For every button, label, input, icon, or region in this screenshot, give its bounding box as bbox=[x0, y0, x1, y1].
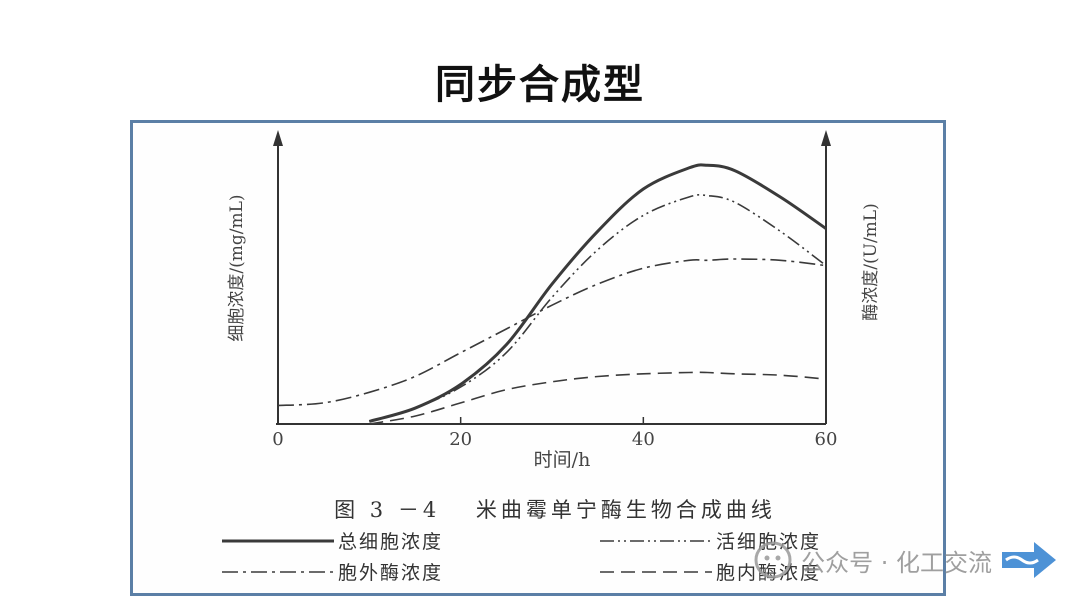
series-line-3 bbox=[277, 258, 827, 407]
slide-title: 同步合成型 bbox=[435, 62, 645, 108]
series-line-2 bbox=[369, 193, 827, 423]
x-tick-label: 20 bbox=[449, 429, 472, 450]
y-axis-label-right: 酶浓度/(U/mL) bbox=[861, 203, 881, 320]
x-tick-label: 60 bbox=[815, 429, 838, 450]
legend-label-1: 总细胞浓度 bbox=[338, 531, 443, 553]
y-axis-label-left: 细胞浓度/(mg/mL) bbox=[227, 194, 247, 341]
legend-label-2: 活细胞浓度 bbox=[716, 531, 821, 553]
wechat-icon bbox=[754, 541, 792, 579]
x-axis-label: 时间/h bbox=[534, 449, 591, 471]
x-tick-label: 0 bbox=[272, 429, 283, 450]
arrow-logo-icon bbox=[1002, 542, 1056, 578]
figure-frame bbox=[130, 120, 946, 596]
y-axis-left-arrow bbox=[273, 130, 283, 146]
y-axis-right-arrow bbox=[821, 130, 831, 146]
figure-caption: 图 3 －4 米曲霉单宁酶生物合成曲线 bbox=[334, 498, 776, 522]
series-line-4 bbox=[369, 371, 827, 425]
legend-label-3: 胞外酶浓度 bbox=[338, 562, 443, 584]
watermark: 公众号 · 化工交流 bbox=[753, 538, 1058, 582]
series-line-1 bbox=[368, 163, 827, 423]
x-tick-label: 40 bbox=[632, 429, 655, 450]
legend-label-4: 胞内酶浓度 bbox=[716, 562, 821, 584]
watermark-text: 公众号 · 化工交流 bbox=[801, 548, 992, 577]
